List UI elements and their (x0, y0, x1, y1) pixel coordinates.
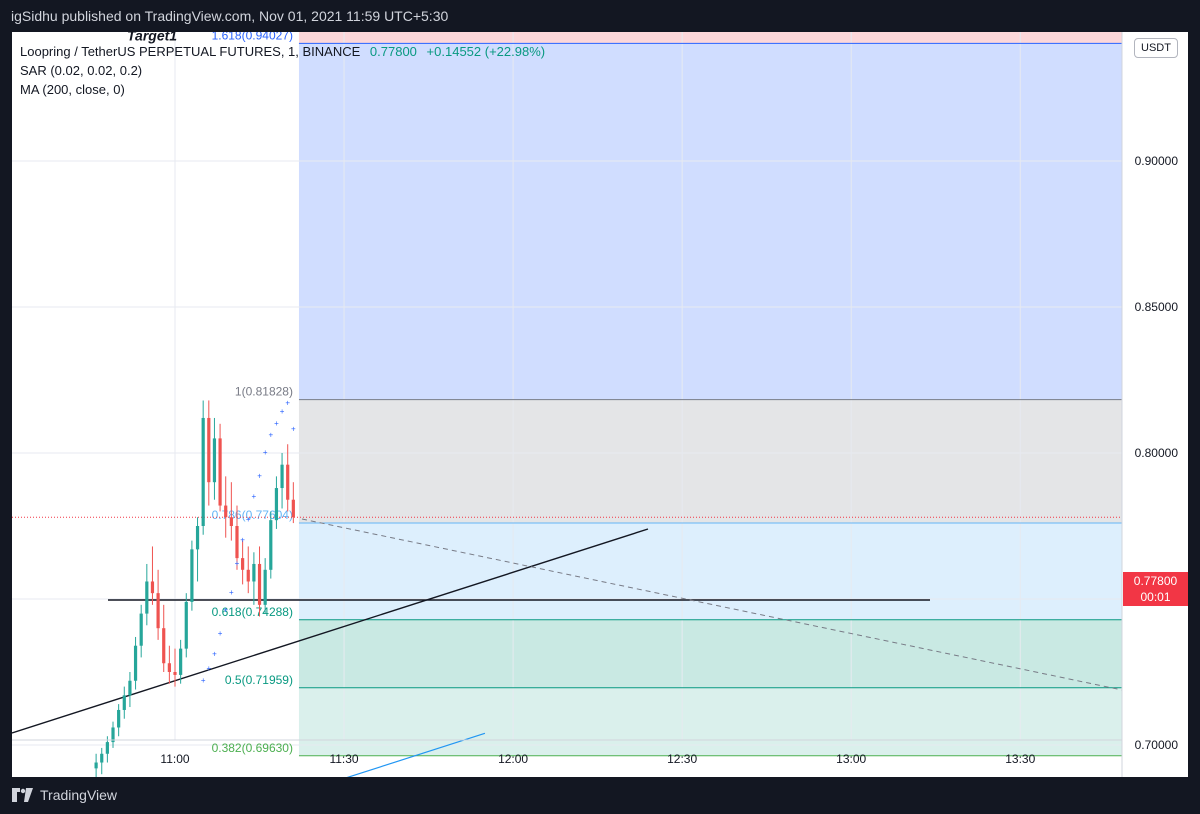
descending-trendline[interactable] (301, 518, 1123, 691)
tradingview-brand: TradingView (40, 787, 118, 803)
tradingview-logo[interactable]: TradingView (12, 785, 117, 805)
candle-body[interactable] (263, 569, 267, 605)
fib-level-label: 1.618(0.94027) (212, 32, 293, 42)
sar-dot: + (280, 407, 285, 416)
publisher-bar: igSidhu published on TradingView.com, No… (0, 0, 1200, 32)
sar-dot: + (263, 448, 268, 457)
candle-body[interactable] (229, 517, 233, 526)
candle-body[interactable] (252, 563, 256, 582)
candle-body[interactable] (269, 520, 273, 570)
candle-body[interactable] (100, 753, 104, 763)
price-axis-label: 0.70000 (1135, 738, 1179, 752)
sar-dot: + (229, 588, 234, 597)
candle-body[interactable] (133, 645, 138, 681)
sar-dot: + (218, 629, 223, 638)
target-label: Target1 (127, 32, 177, 43)
candle-body[interactable] (224, 505, 228, 518)
price-axis-label: 0.85000 (1135, 300, 1179, 314)
candle-body[interactable] (139, 613, 143, 646)
candle-body[interactable] (286, 464, 290, 500)
time-axis-label: 11:00 (160, 752, 189, 766)
chart-panel[interactable]: 2.618(1.15651)1.618(0.94027)1(0.81828)0.… (12, 32, 1188, 777)
candle-body[interactable] (257, 563, 262, 605)
candle-body[interactable] (184, 601, 188, 649)
fib-level-label: 1(0.81828) (235, 385, 293, 399)
bar-countdown: 00:01 (1140, 590, 1171, 604)
sar-dot: + (223, 606, 228, 615)
candle-body[interactable] (246, 569, 250, 582)
candle-body[interactable] (162, 628, 166, 664)
candle-body[interactable] (167, 663, 171, 672)
fib-level-label: 0.382(0.69630) (212, 741, 293, 755)
sar-dot: + (212, 649, 217, 658)
sar-dot: + (291, 425, 296, 434)
fib-zone (298, 32, 1123, 44)
publisher-text: igSidhu published on TradingView.com, No… (11, 8, 449, 24)
current-price-value: 0.77800 (1133, 574, 1178, 588)
candle-body[interactable] (274, 488, 279, 521)
footer-bar (0, 777, 1200, 814)
time-axis-label: 13:00 (836, 752, 866, 766)
candle-body[interactable] (218, 438, 222, 506)
fib-zone (298, 619, 1123, 688)
time-axis-label: 13:30 (1005, 752, 1035, 766)
fib-zone (298, 43, 1123, 400)
ma-line[interactable] (130, 732, 486, 777)
candle-body[interactable] (105, 742, 109, 754)
candle-body[interactable] (235, 526, 239, 559)
candle-body[interactable] (241, 558, 245, 570)
currency-unit-button[interactable]: USDT (1134, 38, 1178, 58)
sar-dot: + (235, 559, 240, 568)
sar-dot: + (252, 492, 257, 501)
sar-dot: + (206, 664, 211, 673)
price-axis-label: 0.90000 (1135, 154, 1179, 168)
tradingview-logo-icon (12, 788, 33, 802)
candle-body[interactable] (145, 581, 149, 614)
candle-body[interactable] (122, 695, 126, 710)
candle-body[interactable] (291, 499, 295, 518)
fib-zone (298, 522, 1123, 620)
candle-body[interactable] (195, 526, 200, 550)
plot-area[interactable] (12, 32, 1122, 740)
candle-body[interactable] (128, 680, 132, 696)
candle-body[interactable] (179, 648, 183, 675)
candle-body[interactable] (173, 672, 177, 675)
sar-dot: + (268, 430, 273, 439)
candle-body[interactable] (150, 581, 155, 594)
sar-dot: + (246, 515, 251, 524)
sar-dot: + (274, 419, 279, 428)
ascending-trendline[interactable] (12, 528, 649, 734)
candle-body[interactable] (94, 762, 98, 769)
candle-body[interactable] (111, 727, 115, 743)
sar-dot: + (201, 676, 206, 685)
candle-body[interactable] (280, 464, 284, 489)
sar-dot: + (240, 536, 245, 545)
fib-level-label: 0.786(0.77604) (212, 508, 293, 522)
time-axis-label: 12:30 (667, 752, 697, 766)
candle-body[interactable] (117, 709, 121, 728)
time-axis-label: 12:00 (498, 752, 528, 766)
time-axis-label: 11:30 (329, 752, 358, 766)
sar-dot: + (285, 398, 290, 407)
fib-zone (298, 687, 1123, 756)
fib-level-label: 0.618(0.74288) (212, 605, 293, 619)
fib-level-label: 0.5(0.71959) (225, 673, 293, 687)
candle-body[interactable] (156, 593, 160, 629)
candle-body[interactable] (201, 417, 205, 526)
candle-body[interactable] (207, 417, 211, 483)
chart-canvas[interactable]: 2.618(1.15651)1.618(0.94027)1(0.81828)0.… (12, 32, 1188, 777)
candle-body[interactable] (212, 438, 217, 483)
price-axis-label: 0.80000 (1135, 446, 1179, 460)
fib-zone (298, 399, 1123, 523)
candle-body[interactable] (190, 549, 194, 602)
current-price-badge: 0.77800 00:01 (1123, 572, 1188, 606)
sar-dot: + (257, 471, 262, 480)
